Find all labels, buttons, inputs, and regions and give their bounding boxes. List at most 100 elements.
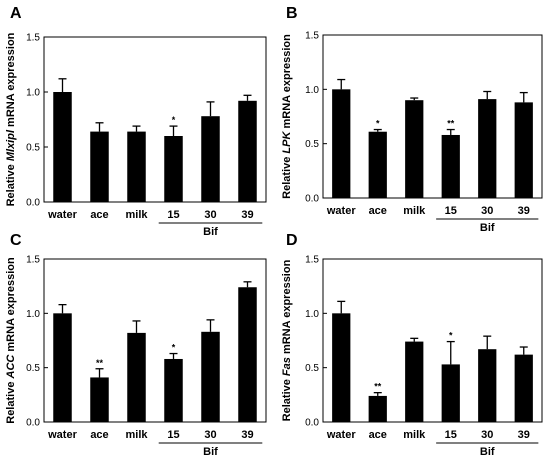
panel-b-category-label-39: 39 <box>518 205 530 217</box>
panel-d-bar-ace <box>368 395 387 422</box>
panel-a-ytick-label: 0.5 <box>26 143 40 154</box>
panel-a-bar-39 <box>238 100 257 202</box>
panel-c-y-axis-label: Relative ACC mRNA expression <box>5 257 17 424</box>
panel-a-category-label-39: 39 <box>241 209 253 221</box>
panel-d-letter: D <box>286 232 298 249</box>
panel-b-category-label-milk: milk <box>403 205 426 217</box>
y-axis-label-gene: LPK <box>281 131 293 154</box>
panel-a-category-label-ace: ace <box>90 209 108 221</box>
panel-d-category-label-30: 30 <box>481 429 493 441</box>
panel-d-bar-milk <box>405 341 424 422</box>
panel-b-y-axis-label: Relative LPK mRNA expression <box>281 34 293 199</box>
panel-d-bar-30 <box>478 349 497 422</box>
panel-a-significance-15: * <box>172 115 176 125</box>
panel-c-letter: C <box>10 232 22 249</box>
y-axis-label-suffix: mRNA expression <box>281 259 293 357</box>
panel-a-bar-ace <box>90 131 109 202</box>
panel-b-significance-ace: * <box>376 119 380 129</box>
y-axis-label-suffix: mRNA expression <box>5 257 17 355</box>
panel-d-ytick-label: 0.5 <box>305 363 319 374</box>
y-axis-label-suffix: mRNA expression <box>5 32 17 130</box>
panel-a: A 0.0 0.5 1.0 1.5 Relative Mlxipl mRNA expres… <box>5 5 267 238</box>
panel-c-bar-15 <box>164 358 183 422</box>
panel-c-bar-30 <box>201 331 220 422</box>
panel-c-category-label-water: water <box>47 429 77 441</box>
panel-a-category-label-15: 15 <box>167 209 179 221</box>
panel-a-category-label-30: 30 <box>204 209 216 221</box>
panel-d-ytick-label: 0.0 <box>305 418 319 429</box>
panel-b-category-label-water: water <box>326 205 356 217</box>
y-axis-label-prefix: Relative <box>281 154 293 199</box>
panel-d-category-label-39: 39 <box>518 429 530 441</box>
panel-b-category-label-30: 30 <box>481 205 493 217</box>
panel-c-bar-milk <box>127 332 146 422</box>
panel-a-category-label-water: water <box>47 209 77 221</box>
panel-c-category-label-15: 15 <box>167 429 179 441</box>
panel-d-y-axis-label: Relative Fas mRNA expression <box>281 259 293 421</box>
panel-c-group-label: Bif <box>203 446 218 456</box>
y-axis-label-prefix: Relative <box>281 376 293 421</box>
panel-c-ytick-label: 0.0 <box>26 418 40 429</box>
panel-d-ytick-label: 1.0 <box>305 309 319 320</box>
panel-b-category-label-ace: ace <box>369 205 387 217</box>
panel-d-category-label-ace: ace <box>369 429 387 441</box>
panel-a-bar-30 <box>201 116 220 202</box>
panel-c-significance-ace: ** <box>96 358 104 368</box>
panel-c-bar-ace <box>90 377 109 422</box>
panel-b-bar-15 <box>441 134 460 198</box>
panel-b-ytick-label: 0.0 <box>305 194 319 205</box>
panel-b-bar-ace <box>368 131 387 198</box>
panel-c-bar-39 <box>238 287 257 422</box>
panel-b-significance-15: ** <box>447 119 455 129</box>
panel-b-bar-30 <box>478 99 497 198</box>
panel-b-bar-39 <box>514 102 533 198</box>
panel-a-ytick-label: 1.0 <box>26 88 40 99</box>
y-axis-label-gene: ACC <box>5 354 17 380</box>
panel-b-group-label: Bif <box>480 222 495 234</box>
panel-d-axes-frame <box>322 258 543 423</box>
panel-a-axes-frame <box>43 36 267 203</box>
panel-b: B 0.0 0.5 1.0 1.5 Relative LPK mRNA expressio… <box>281 5 543 234</box>
panel-a-category-label-milk: milk <box>125 209 148 221</box>
panel-d-category-label-15: 15 <box>445 429 457 441</box>
panel-b-bar-water <box>332 89 351 198</box>
panel-c-category-label-milk: milk <box>125 429 148 441</box>
panel-d: D 0.0 0.5 1.0 1.5 Relative Fas mRNA expressio… <box>281 232 543 456</box>
panel-a-y-axis-label: Relative Mlxipl mRNA expression <box>5 32 17 206</box>
y-axis-label-prefix: Relative <box>5 161 17 206</box>
panel-a-ytick-label: 0.0 <box>26 198 40 209</box>
panel-c-ytick-label: 1.0 <box>26 309 40 320</box>
panel-d-bar-39 <box>514 354 533 422</box>
panel-a-letter: A <box>10 5 22 22</box>
panel-c-category-label-ace: ace <box>90 429 108 441</box>
panel-d-category-label-water: water <box>326 429 356 441</box>
panel-d-bar-15 <box>441 364 460 422</box>
panel-c-ytick-label: 0.5 <box>26 363 40 374</box>
panel-c-category-label-39: 39 <box>241 429 253 441</box>
panel-a-group-label: Bif <box>203 226 218 238</box>
panel-c-ytick-label: 1.5 <box>26 255 40 266</box>
panel-c-category-label-30: 30 <box>204 429 216 441</box>
panel-a-bar-15 <box>164 136 183 202</box>
panel-d-category-label-milk: milk <box>403 429 426 441</box>
panel-c-significance-15: * <box>172 343 176 353</box>
panel-d-group-label: Bif <box>480 446 495 456</box>
y-axis-label-gene: Mlxipl <box>5 129 17 161</box>
panel-b-category-label-15: 15 <box>445 205 457 217</box>
panel-a-bar-milk <box>127 131 146 202</box>
panel-d-significance-15: * <box>449 331 453 341</box>
panel-a-bar-water <box>53 92 72 202</box>
panel-a-ytick-label: 1.5 <box>26 33 40 44</box>
panel-b-axes-frame <box>322 34 543 199</box>
panel-b-ytick-label: 1.5 <box>305 31 319 42</box>
y-axis-label-prefix: Relative <box>5 379 17 424</box>
panel-d-ytick-label: 1.5 <box>305 255 319 266</box>
panel-d-significance-ace: ** <box>374 382 382 392</box>
panel-b-bar-milk <box>405 100 424 198</box>
y-axis-label-suffix: mRNA expression <box>281 34 293 132</box>
panel-c-axes-frame <box>43 258 267 423</box>
panel-b-letter: B <box>286 5 298 22</box>
panel-c: C 0.0 0.5 1.0 1.5 Relative ACC mRNA expressio… <box>5 232 267 456</box>
panel-b-ytick-label: 0.5 <box>305 139 319 150</box>
